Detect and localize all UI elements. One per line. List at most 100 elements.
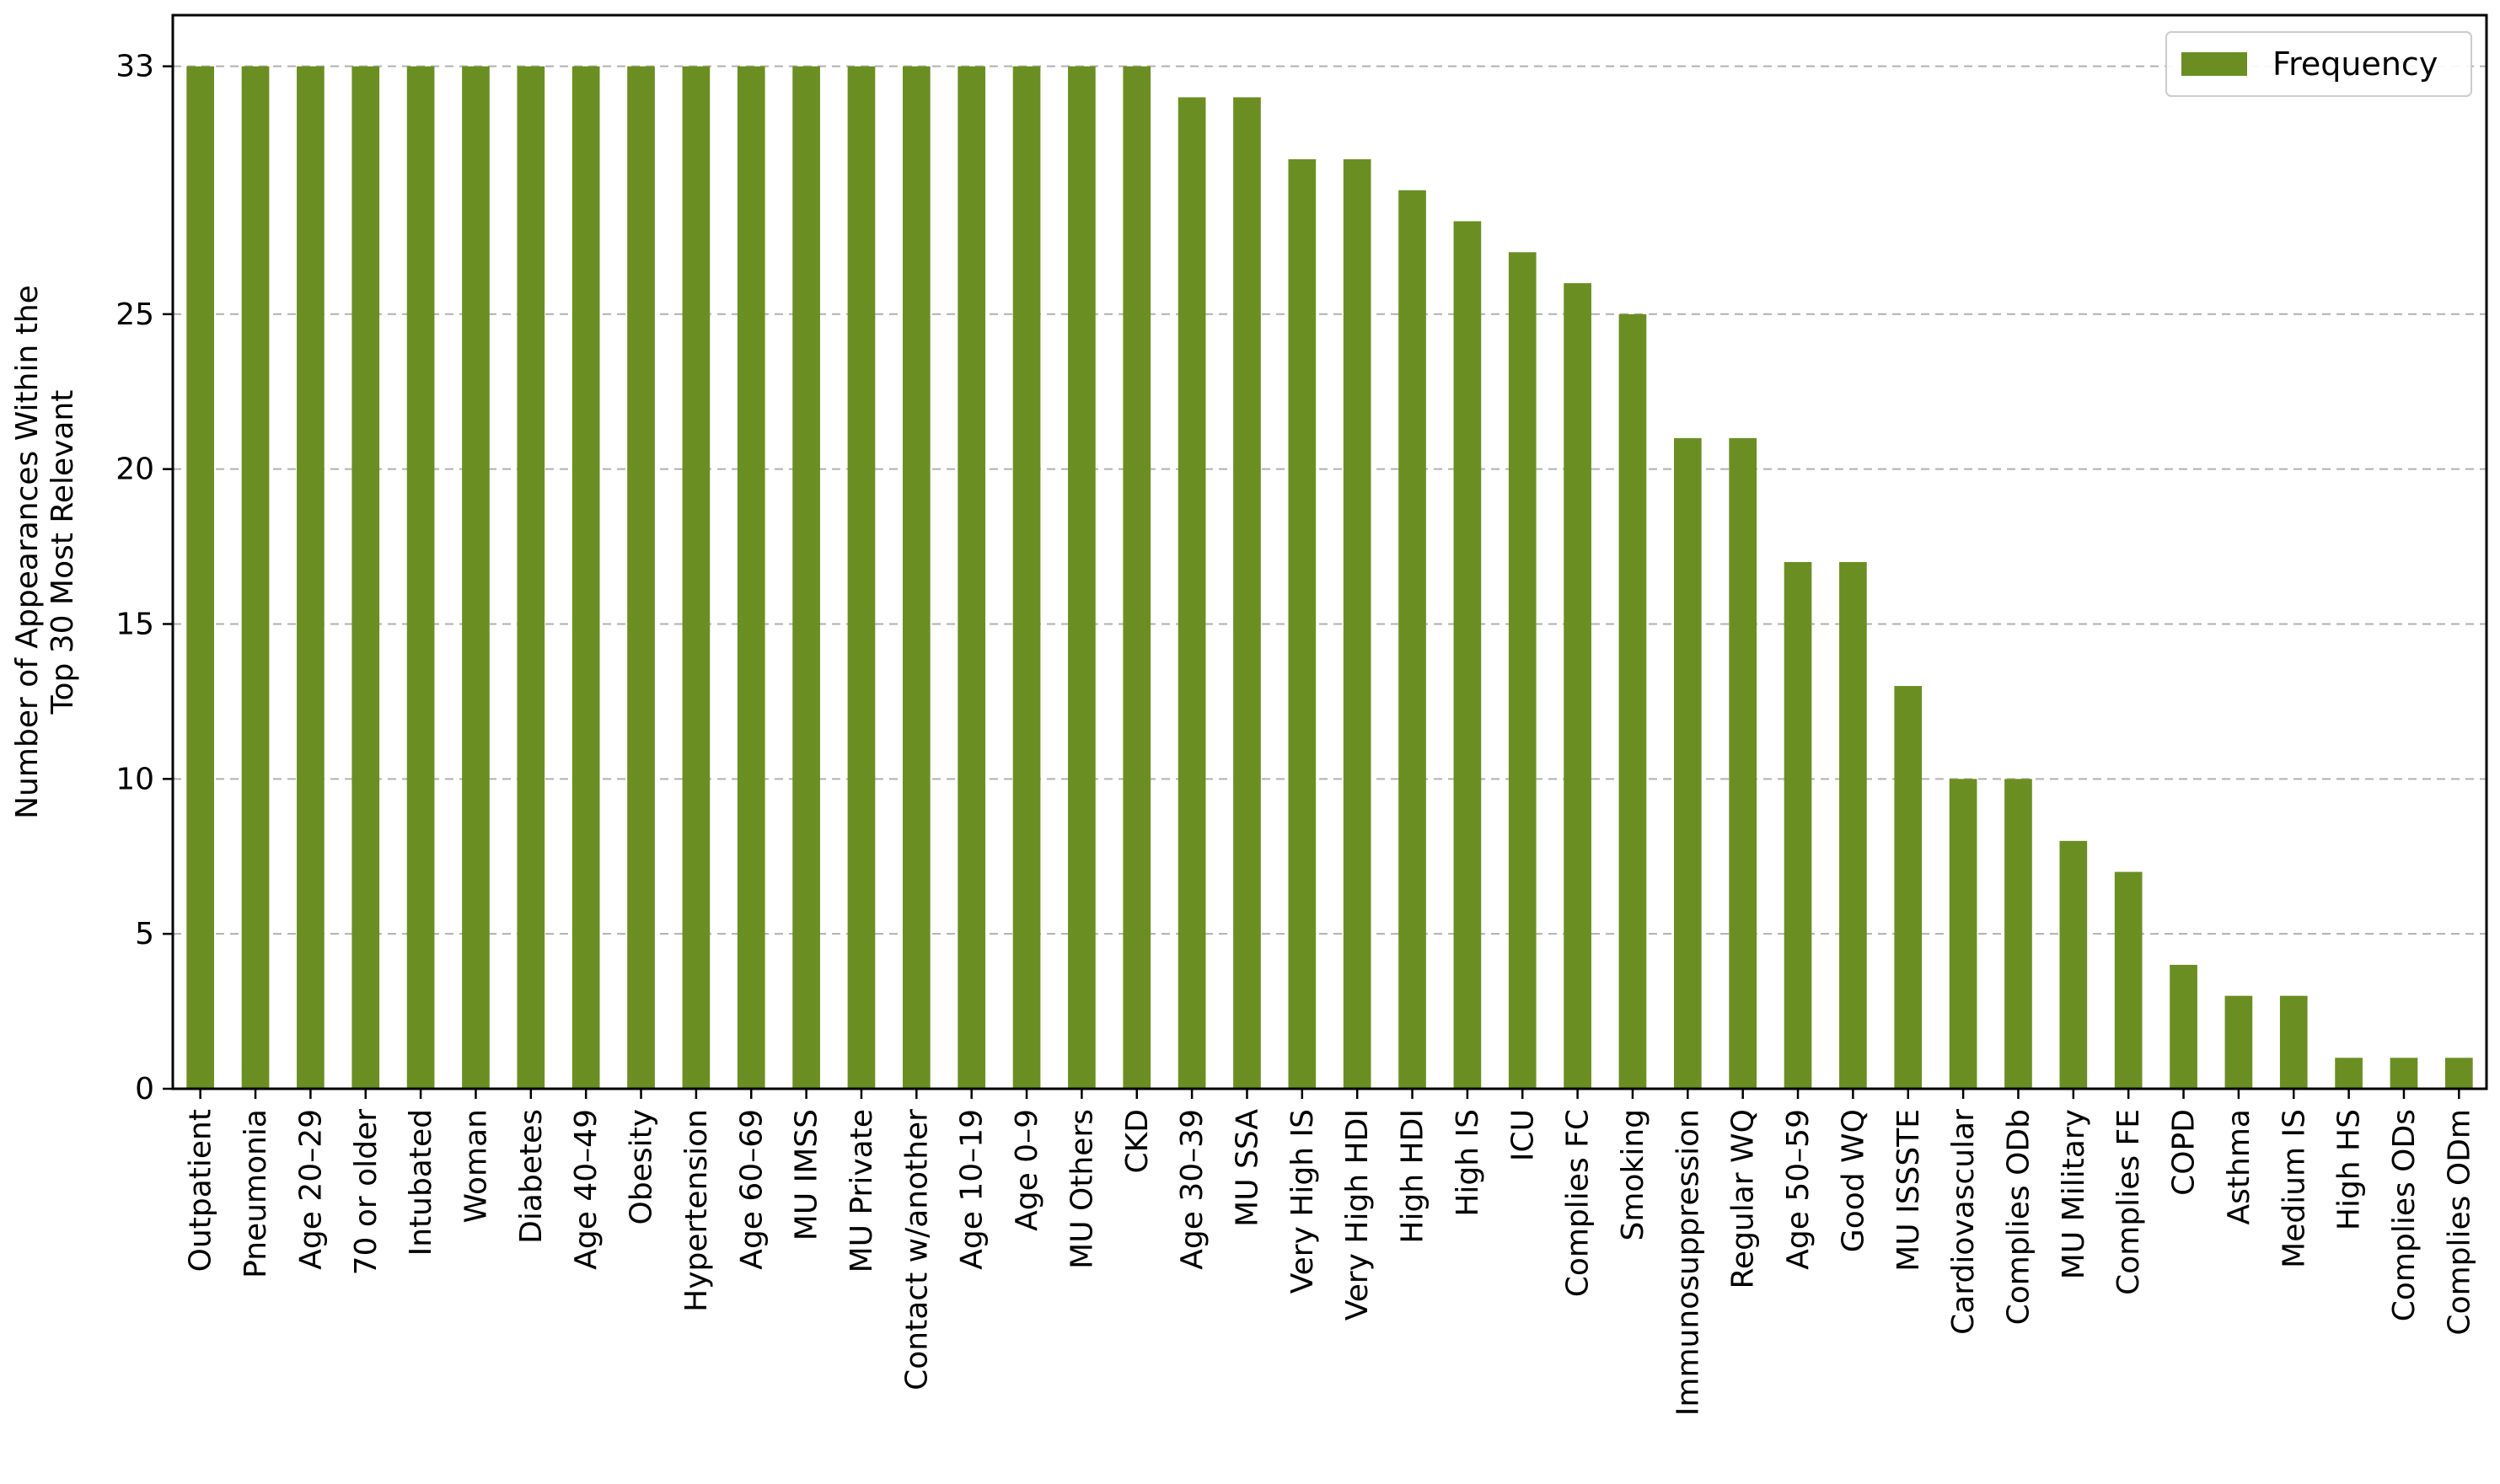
x-tick-label: Diabetes bbox=[514, 1109, 549, 1244]
x-tick-label: MU SSA bbox=[1230, 1109, 1264, 1227]
bar bbox=[1673, 437, 1702, 1089]
x-tick-label: Age 60–69 bbox=[734, 1109, 769, 1270]
x-tick-label: Complies FC bbox=[1561, 1109, 1596, 1297]
x-tick-label: Complies ODm bbox=[2442, 1109, 2476, 1336]
y-tick-label: 5 bbox=[135, 917, 154, 951]
bar bbox=[792, 66, 820, 1090]
x-tick-label: Age 40–49 bbox=[569, 1109, 604, 1270]
bar bbox=[1508, 252, 1537, 1090]
legend-box bbox=[2165, 31, 2472, 97]
bar bbox=[2114, 871, 2143, 1089]
legend: Frequency bbox=[2165, 31, 2472, 97]
bar bbox=[1784, 561, 1812, 1089]
bar bbox=[2390, 1058, 2418, 1089]
x-tick-label: Outpatient bbox=[184, 1109, 218, 1272]
x-tick-label: MU Others bbox=[1065, 1109, 1099, 1269]
bar bbox=[2170, 964, 2197, 1089]
x-tick-label: Regular WQ bbox=[1726, 1109, 1761, 1288]
bar bbox=[682, 66, 711, 1090]
x-tick-label: High HS bbox=[2332, 1109, 2367, 1230]
y-tick-label: 33 bbox=[115, 50, 154, 84]
bar bbox=[241, 66, 270, 1090]
y-tick-label: 10 bbox=[115, 762, 154, 796]
x-tick-label: Intubated bbox=[404, 1109, 438, 1256]
bar bbox=[1288, 158, 1317, 1089]
x-tick-label: MU IMSS bbox=[790, 1109, 824, 1240]
x-tick-label: ICU bbox=[1505, 1109, 1540, 1161]
bar bbox=[737, 66, 765, 1090]
y-tick-label: 0 bbox=[135, 1072, 154, 1106]
bar bbox=[1343, 158, 1371, 1089]
x-tick-label: Age 10–19 bbox=[955, 1109, 990, 1270]
bar bbox=[2444, 1058, 2473, 1089]
bar bbox=[186, 66, 215, 1090]
x-tick-label: Age 20–29 bbox=[293, 1109, 328, 1270]
bar bbox=[627, 66, 655, 1090]
x-axis: Outpatient Pneumonia Age 20–29 70 or older I… bbox=[184, 1089, 2476, 1416]
bar bbox=[571, 66, 600, 1090]
bar bbox=[297, 66, 325, 1090]
bar bbox=[1618, 313, 1647, 1089]
y-tick-label: 25 bbox=[115, 297, 154, 332]
x-tick-label: Complies ODb bbox=[2001, 1109, 2036, 1325]
bar bbox=[1949, 779, 1977, 1089]
x-tick-label: High IS bbox=[1451, 1109, 1485, 1217]
y-tick-label: 20 bbox=[115, 453, 154, 487]
legend-label: Frequency bbox=[2272, 46, 2438, 83]
x-tick-label: High HDI bbox=[1396, 1109, 1430, 1244]
x-tick-label: Cardiovascular bbox=[1946, 1109, 1981, 1335]
bars bbox=[186, 66, 2473, 1090]
bar bbox=[902, 66, 931, 1090]
bar bbox=[1178, 97, 1206, 1090]
bar bbox=[351, 66, 380, 1090]
x-tick-label: Very High IS bbox=[1285, 1109, 1320, 1294]
x-tick-label: MU ISSSTE bbox=[1891, 1109, 1926, 1272]
bar bbox=[2279, 995, 2308, 1089]
x-tick-label: 70 or older bbox=[349, 1109, 384, 1276]
x-tick-label: MU Military bbox=[2057, 1109, 2091, 1279]
x-tick-label: COPD bbox=[2167, 1109, 2202, 1196]
x-tick-label: Woman bbox=[459, 1109, 493, 1223]
x-tick-label: Medium IS bbox=[2277, 1109, 2311, 1268]
x-tick-label: Contact w/another bbox=[899, 1109, 934, 1390]
x-tick-label: Age 30–39 bbox=[1175, 1109, 1210, 1270]
bar bbox=[958, 66, 986, 1090]
bar bbox=[2004, 779, 2032, 1089]
y-axis-label: Number of Appearances Within theTop 30 M… bbox=[10, 285, 80, 819]
bar bbox=[1453, 221, 1482, 1090]
x-tick-label: Immunosuppression bbox=[1671, 1109, 1705, 1416]
bar bbox=[1068, 66, 1096, 1090]
x-tick-label: Age 0–9 bbox=[1010, 1109, 1044, 1231]
x-tick-label: Pneumonia bbox=[239, 1109, 273, 1278]
bar bbox=[462, 66, 490, 1090]
x-tick-label: CKD bbox=[1120, 1109, 1155, 1173]
grid-lines bbox=[173, 65, 2487, 935]
bar bbox=[406, 66, 435, 1090]
bar bbox=[2224, 995, 2253, 1089]
bar bbox=[1233, 97, 1261, 1090]
bar bbox=[1012, 66, 1041, 1090]
bar bbox=[1564, 283, 1591, 1089]
x-tick-label: Obesity bbox=[625, 1109, 659, 1225]
bar bbox=[1839, 561, 1867, 1089]
bar bbox=[2335, 1058, 2363, 1089]
x-tick-label: Complies FE bbox=[2111, 1109, 2146, 1295]
y-axis: 0 5 10 15 20 25 33 bbox=[115, 50, 173, 1106]
bar bbox=[1398, 190, 1426, 1089]
x-tick-label: Good WQ bbox=[1836, 1109, 1870, 1252]
x-tick-label: Hypertension bbox=[679, 1109, 714, 1312]
x-tick-label: Complies ODs bbox=[2387, 1109, 2422, 1321]
bar bbox=[1894, 686, 1923, 1089]
bar bbox=[2059, 840, 2088, 1089]
bar bbox=[1729, 437, 1757, 1089]
x-tick-label: Very High HDI bbox=[1340, 1109, 1375, 1321]
y-tick-label: 15 bbox=[115, 607, 154, 641]
x-tick-label: Age 50–59 bbox=[1781, 1109, 1816, 1270]
bar bbox=[847, 66, 876, 1090]
bar bbox=[1123, 66, 1151, 1090]
bar bbox=[517, 66, 545, 1090]
plot-frame bbox=[171, 13, 2488, 1090]
x-tick-label: MU Private bbox=[845, 1109, 879, 1272]
legend-swatch bbox=[2181, 52, 2247, 76]
